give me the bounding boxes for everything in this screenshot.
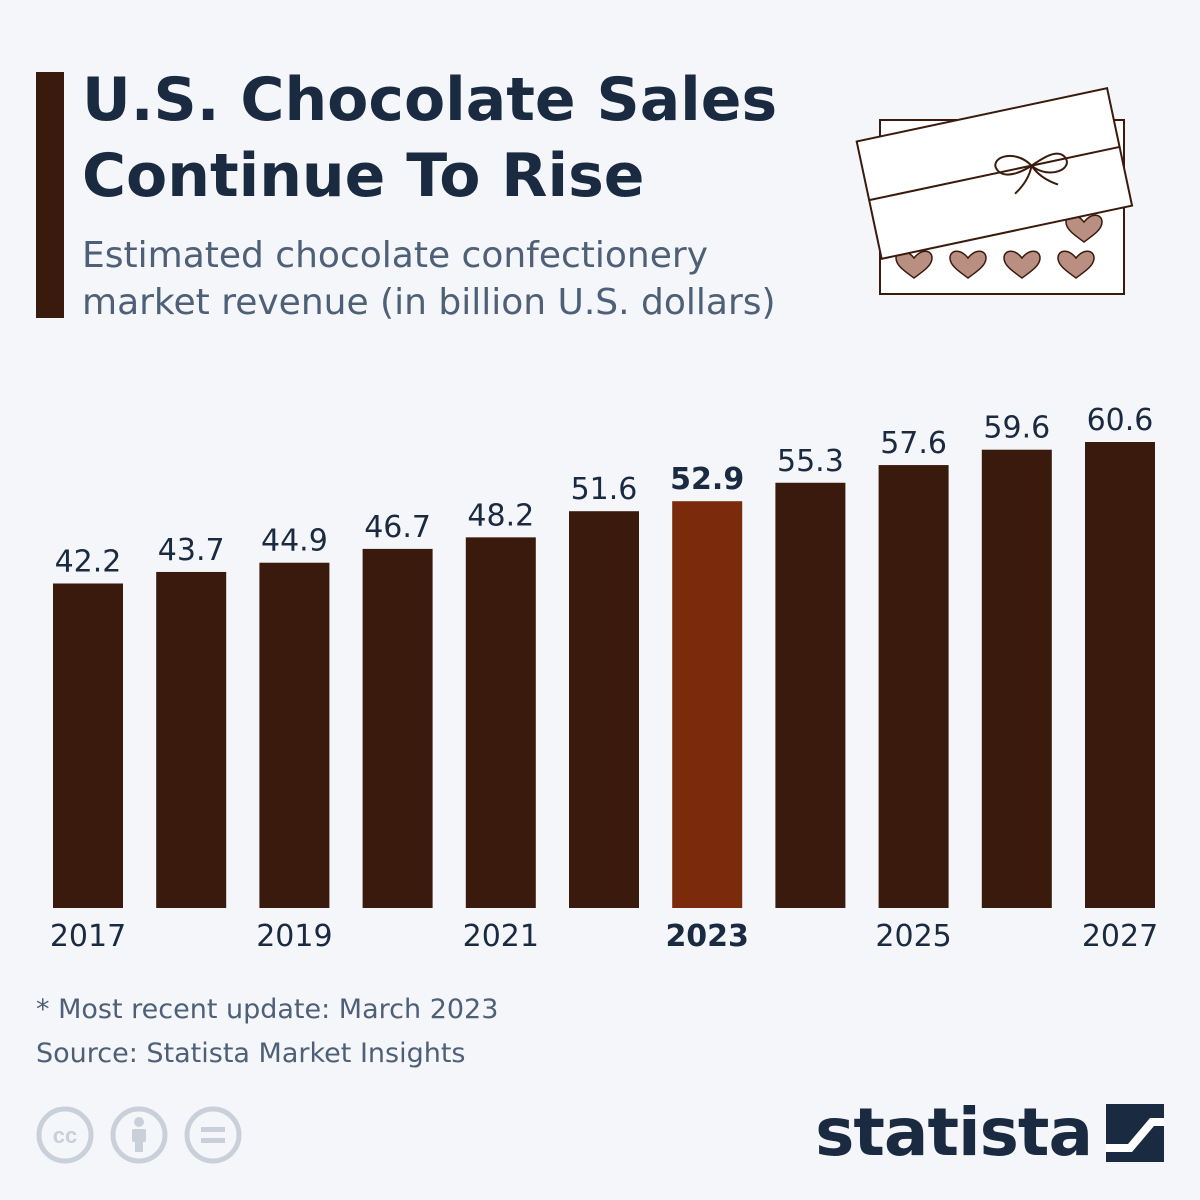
value-label-2017: 42.2 [55,544,122,579]
value-label-2025: 57.6 [880,426,947,461]
bar-2017 [53,583,123,908]
value-label-2020: 46.7 [364,510,431,545]
svg-text:cc: cc [53,1123,77,1148]
page-subtitle: Estimated chocolate confectionery market… [82,235,776,323]
revenue-bar-chart: 42.2 43.7 44.9 46.7 48.2 51.6 52.9 55.3 57.6 59.6… [50,403,1158,954]
x-tick-label-2023: 2023 [665,919,749,954]
value-label-2024: 55.3 [777,444,844,479]
cc-icon[interactable]: cc [36,1106,94,1164]
x-tick-label-2017: 2017 [50,919,126,954]
bar-2022 [569,511,639,908]
license-icons: cc [36,1106,242,1164]
source-note: Source: Statista Market Insights [36,1038,466,1069]
bar-2020 [362,548,433,908]
chocolate-box-icon [855,87,1134,295]
page-title: U.S. Chocolate Sales Continue To Rise [82,65,778,211]
attribution-icon[interactable] [110,1106,168,1164]
value-label-2019: 44.9 [261,524,328,559]
value-label-2021: 48.2 [467,498,534,533]
value-label-2018: 43.7 [158,533,225,568]
bar-2021 [465,537,536,908]
bar-2024 [775,482,846,908]
bar-2019 [259,562,330,908]
statista-brand[interactable]: statista [815,1098,1164,1168]
value-label-2023: 52.9 [670,462,744,497]
bar-2023 [672,501,743,908]
x-tick-label-2021: 2021 [463,919,539,954]
bar-2018 [156,571,227,908]
value-label-2027: 60.6 [1087,403,1154,438]
title-accent-bar [36,72,64,318]
no-derivatives-icon[interactable] [184,1106,242,1164]
x-tick-label-2019: 2019 [256,919,332,954]
bar-2025 [878,465,949,908]
value-label-2022: 51.6 [571,472,638,507]
bar-2026 [981,449,1052,908]
statista-wordmark: statista [815,1094,1093,1171]
statista-logo-icon [1106,1104,1164,1162]
value-label-2026: 59.6 [983,411,1050,446]
footnote: * Most recent update: March 2023 [36,994,499,1025]
bar-2027 [1085,442,1155,908]
x-tick-label-2027: 2027 [1082,919,1158,954]
x-tick-label-2025: 2025 [875,919,951,954]
